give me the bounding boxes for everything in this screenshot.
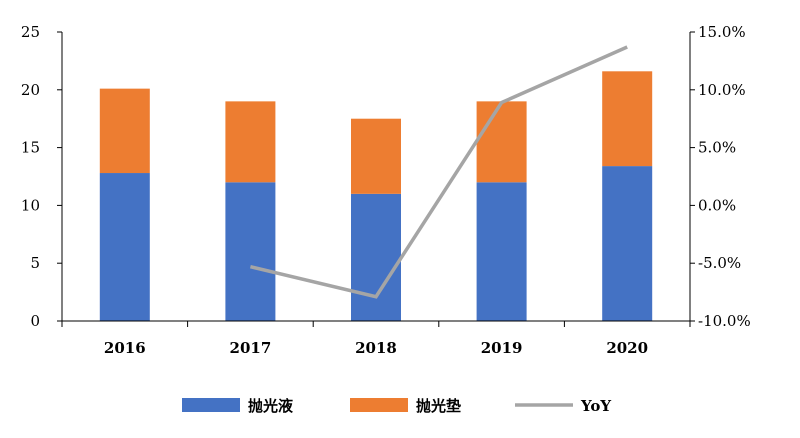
bar-2020-抛光垫	[602, 71, 653, 167]
legend-swatch-抛光垫	[350, 398, 408, 412]
legend-label: 抛光液	[248, 397, 294, 415]
x-tick-label: 2018	[355, 339, 397, 357]
right-tick-label: 0.0%	[698, 196, 736, 214]
bar-2020-抛光液	[602, 166, 653, 321]
x-tick-label: 2017	[230, 339, 272, 357]
bar-2018-抛光液	[351, 193, 401, 321]
bar-2018-抛光垫	[351, 118, 401, 194]
legend-label: 抛光垫	[416, 397, 461, 415]
bar-2017-抛光液	[225, 182, 276, 321]
left-tick-label: 5	[30, 254, 40, 272]
right-tick-label: 10.0%	[698, 81, 746, 99]
right-tick-label: -5.0%	[698, 254, 741, 272]
left-tick-label: 20	[21, 81, 40, 99]
bar-2019-抛光垫	[476, 101, 527, 183]
bar-2016-抛光垫	[99, 88, 150, 174]
left-tick-label: 10	[21, 196, 40, 214]
bar-2017-抛光垫	[225, 101, 276, 183]
bar-2019-抛光液	[476, 182, 527, 321]
x-tick-label: 2019	[481, 339, 523, 357]
legend-swatch-抛光液	[182, 398, 240, 412]
left-tick-label: 25	[21, 23, 40, 41]
legend-label: YoY	[580, 397, 611, 415]
left-tick-label: 0	[30, 312, 40, 330]
left-tick-label: 15	[21, 139, 40, 157]
right-tick-label: 5.0%	[698, 139, 736, 157]
x-tick-label: 2016	[104, 339, 146, 357]
bar-2016-抛光液	[99, 173, 150, 321]
right-tick-label: 15.0%	[698, 23, 746, 41]
right-tick-label: -10.0%	[698, 312, 751, 330]
yoy-line	[249, 45, 628, 299]
x-tick-label: 2020	[606, 339, 648, 357]
